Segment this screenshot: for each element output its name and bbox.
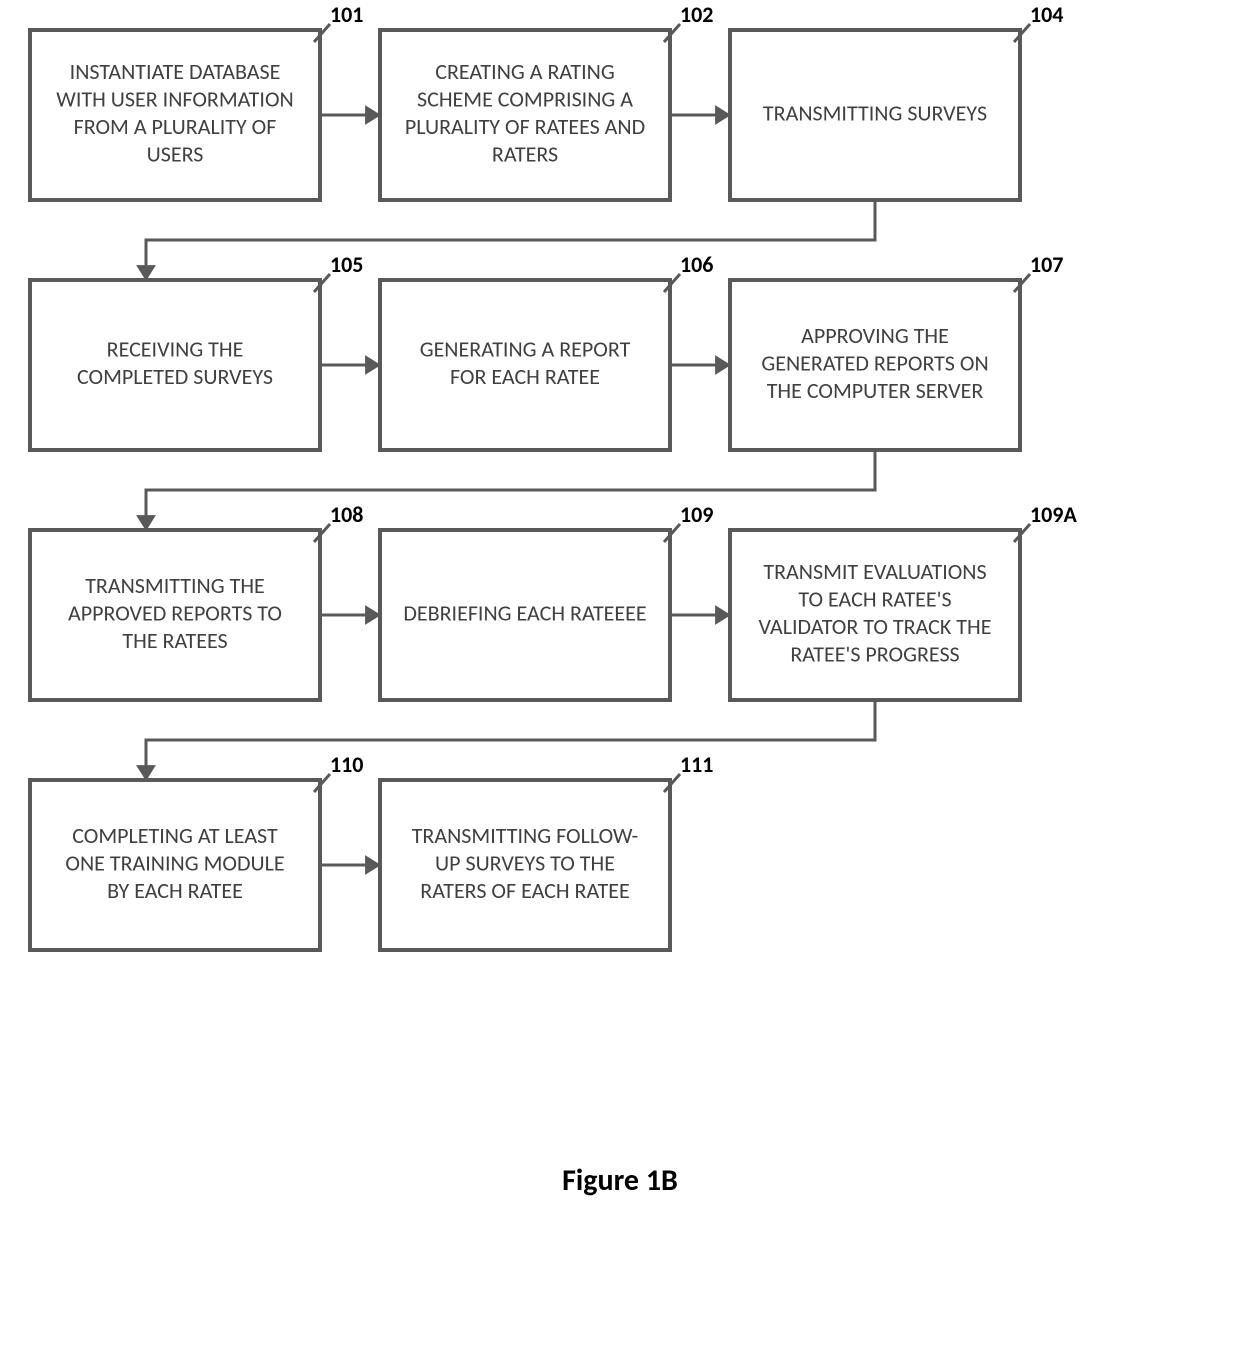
flow-node-label: 104 [1030,1,1063,28]
flow-node-text: FROM A PLURALITY OF [74,113,277,140]
flow-node-text: RATERS OF EACH RATEE [420,877,629,904]
flow-arrow [146,200,875,278]
flow-node-text: UP SURVEYS TO THE [435,849,615,876]
flow-node: TRANSMITTING FOLLOW-UP SURVEYS TO THERAT… [380,751,713,950]
flow-node-text: RECEIVING THE [107,336,244,363]
arrow-head [137,266,155,280]
flow-node-label: 111 [680,751,713,778]
flow-node-text: THE COMPUTER SERVER [767,377,984,404]
flow-node-text: GENERATED REPORTS ON [761,349,988,376]
arrow-head [137,766,155,780]
flow-node-label: 108 [330,501,363,528]
flow-node-label: 110 [330,751,363,778]
flow-node-text: APPROVED REPORTS TO [68,599,282,626]
flow-node-text: APPROVING THE [801,322,949,349]
arrow-head [366,106,380,124]
figure-caption: Figure 1B [562,1162,678,1199]
flow-node-text: SCHEME COMPRISING A [417,86,633,113]
flow-node-label: 101 [330,1,363,28]
flow-node-label: 105 [330,251,363,278]
flow-node: INSTANTIATE DATABASEWITH USER INFORMATIO… [30,1,363,200]
flow-node-label: 109A [1030,501,1077,528]
flow-node-text: THE RATEES [122,627,227,654]
flow-node-text: USERS [147,141,204,168]
arrow-head [137,516,155,530]
flow-node-text: BY EACH RATEE [107,877,243,904]
flow-node-text: GENERATING A REPORT [420,336,631,363]
arrow-head [366,856,380,874]
flow-node: DEBRIEFING EACH RATEEEE 109 [380,501,713,700]
flow-node: TRANSMIT EVALUATIONSTO EACH RATEE'SVALID… [730,501,1077,700]
flow-arrow [146,450,875,528]
flow-node-text: PLURALITY OF RATEES AND [405,113,645,140]
flow-node: COMPLETING AT LEASTONE TRAINING MODULEBY… [30,751,363,950]
arrow-head [716,356,730,374]
arrow-head [716,106,730,124]
flow-node-text: VALIDATOR TO TRACK THE [759,613,992,640]
flow-node-label: 102 [680,1,713,28]
flow-node: GENERATING A REPORTFOR EACH RATEE 106 [380,251,713,450]
flow-node: TRANSMITTING SURVEYS 104 [730,1,1063,200]
flow-node-text: CREATING A RATING [435,58,615,85]
flow-node: APPROVING THEGENERATED REPORTS ONTHE COM… [730,251,1063,450]
arrow-head [366,606,380,624]
flow-node-text: TO EACH RATEE'S [798,586,951,613]
flow-node-text: TRANSMIT EVALUATIONS [763,558,986,585]
flow-arrow [146,700,875,778]
flow-node-text: TRANSMITTING SURVEYS [763,99,987,126]
flow-node-text: TRANSMITTING FOLLOW- [412,822,639,849]
flow-node: TRANSMITTING THEAPPROVED REPORTS TOTHE R… [30,501,363,700]
flow-node: CREATING A RATINGSCHEME COMPRISING APLUR… [380,1,713,200]
flow-node-text: TRANSMITTING THE [85,572,265,599]
arrow-head [716,606,730,624]
flow-node-label: 107 [1030,251,1063,278]
arrow-head [366,356,380,374]
flow-node: RECEIVING THECOMPLETED SURVEYS 105 [30,251,363,450]
flow-node-text: RATEE'S PROGRESS [790,641,959,668]
flow-node-text: DEBRIEFING EACH RATEEEE [403,599,646,626]
flow-node-text: ONE TRAINING MODULE [65,849,284,876]
flow-node-text: WITH USER INFORMATION [56,86,293,113]
flow-node-label: 109 [680,501,713,528]
flow-node-text: COMPLETING AT LEAST [72,822,278,849]
flow-node-text: INSTANTIATE DATABASE [70,58,281,85]
flow-node-text: COMPLETED SURVEYS [77,363,273,390]
flow-node-text: FOR EACH RATEE [450,363,600,390]
flow-node-text: RATERS [492,141,558,168]
flow-node-label: 106 [680,251,713,278]
